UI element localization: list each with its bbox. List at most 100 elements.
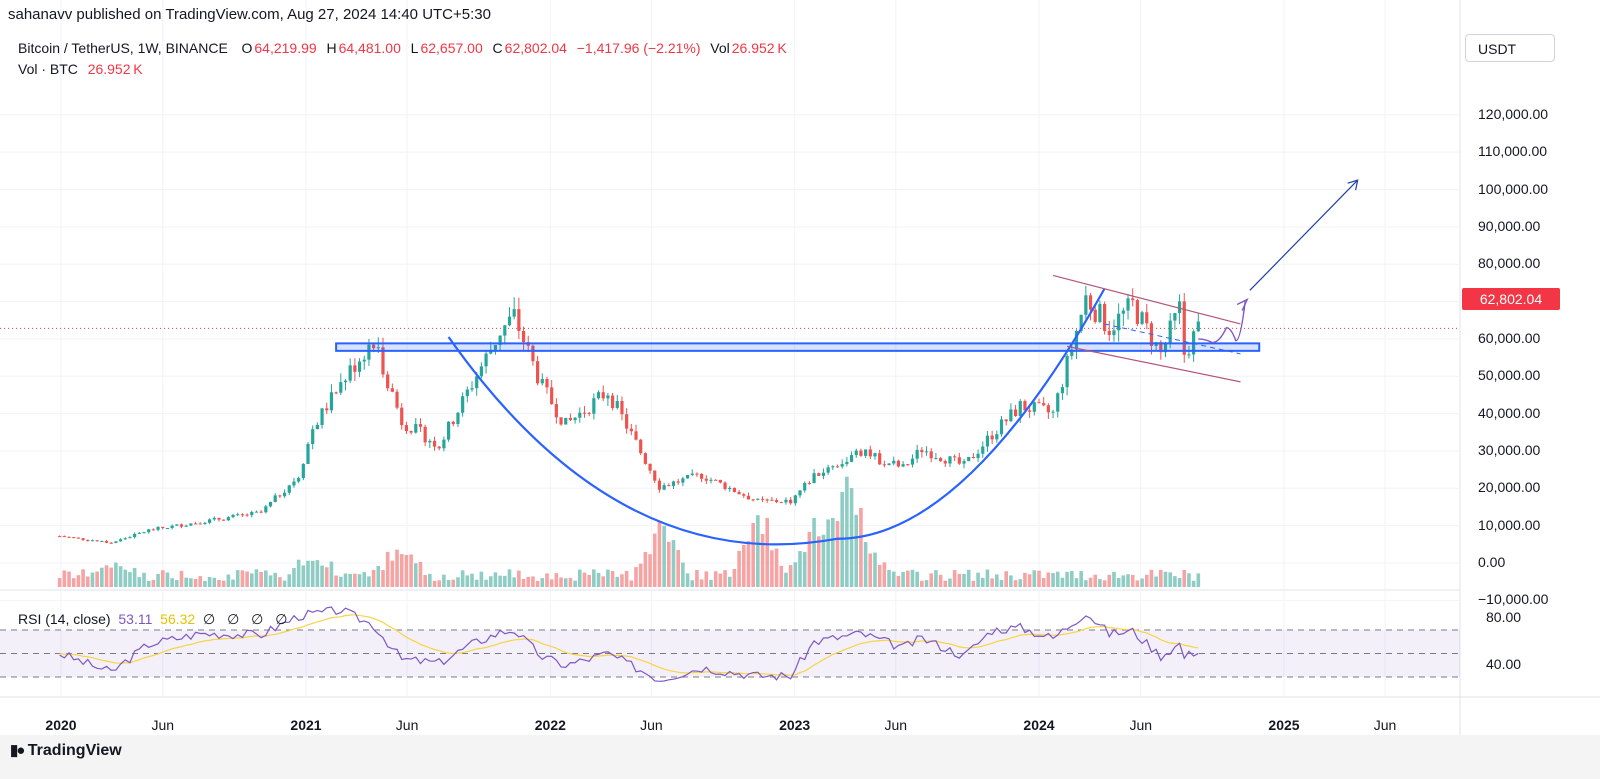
- candle-body: [765, 499, 769, 501]
- candle-body: [892, 460, 896, 464]
- volume-group: [57, 476, 1201, 587]
- symbol-name[interactable]: Bitcoin / TetherUS, 1W, BINANCE: [18, 40, 228, 56]
- candle-body: [86, 539, 90, 541]
- candle-body: [465, 389, 469, 397]
- volume-bar: [175, 580, 179, 587]
- candle-body: [451, 421, 455, 425]
- volume-bar: [292, 568, 296, 587]
- volume-bar: [460, 570, 465, 587]
- volume-bar: [1065, 571, 1069, 587]
- candle-body: [845, 461, 849, 465]
- candle-body: [756, 498, 760, 500]
- candle-body: [175, 524, 179, 526]
- candle-body: [1177, 301, 1182, 314]
- candle-body: [718, 479, 722, 483]
- volume-bar: [1041, 578, 1046, 587]
- candle-body: [582, 412, 587, 414]
- volume-bar: [488, 576, 493, 587]
- volume-bar: [718, 573, 723, 587]
- candle-body: [1032, 402, 1036, 412]
- volume-bar: [306, 560, 310, 587]
- candle-body: [784, 499, 788, 503]
- volume-bar: [376, 566, 381, 587]
- volume-bar: [868, 553, 873, 587]
- candle-body: [1182, 301, 1186, 355]
- candle-body: [779, 502, 783, 504]
- candle-body: [268, 501, 273, 507]
- candle-body: [657, 480, 662, 490]
- candle-body: [849, 455, 854, 462]
- volume-bar: [1027, 574, 1032, 587]
- candle-body: [1084, 295, 1088, 315]
- candle-body: [676, 481, 680, 483]
- candle-body: [475, 376, 479, 389]
- candle-body: [142, 532, 146, 534]
- time-axis-label: 2023: [779, 717, 811, 733]
- candle-body: [390, 388, 394, 392]
- volume-bar: [620, 574, 624, 587]
- volume-bar: [395, 549, 399, 587]
- candle-body: [189, 523, 193, 526]
- volume-bar: [1173, 576, 1177, 587]
- volume-bar: [1112, 571, 1116, 587]
- candle-body: [325, 408, 329, 411]
- volume-bar: [1154, 576, 1158, 587]
- candle-body: [493, 344, 498, 350]
- candle-body: [273, 495, 277, 502]
- candle-body: [934, 458, 938, 460]
- candle-body: [170, 525, 174, 528]
- volume-bar: [990, 578, 994, 587]
- candle-body: [531, 345, 535, 362]
- candle-body: [1135, 300, 1139, 324]
- volume-bar: [474, 579, 479, 587]
- candle-body: [203, 522, 207, 524]
- volume-bar: [634, 567, 638, 587]
- candle-body: [484, 353, 488, 367]
- volume-bar: [437, 580, 442, 587]
- candle-body: [746, 495, 751, 500]
- candle-body: [212, 517, 216, 520]
- volume-bar: [1102, 580, 1107, 587]
- low-value: 62,657.00: [420, 40, 483, 56]
- candle-body: [864, 449, 868, 456]
- volume-bar: [924, 580, 929, 587]
- volume-bar: [648, 554, 652, 587]
- candle-body: [751, 499, 755, 501]
- price-axis-label: 60,000.00: [1478, 329, 1541, 346]
- volume-bar: [667, 541, 671, 587]
- candle-body: [915, 449, 919, 459]
- volume-bar: [559, 577, 563, 587]
- volume-bar: [81, 569, 85, 587]
- volume-bar: [831, 517, 835, 587]
- time-axis-label: Jun: [1373, 717, 1397, 733]
- currency-button[interactable]: USDT: [1465, 34, 1555, 62]
- volume-bar: [128, 572, 132, 587]
- candle-body: [728, 487, 732, 490]
- volume-bar: [1126, 574, 1130, 587]
- candle-body: [854, 450, 858, 456]
- rsi-label[interactable]: RSI (14, close): [18, 611, 111, 627]
- candle-body: [133, 533, 137, 538]
- volume-bar: [1046, 572, 1051, 587]
- volume-bar: [189, 578, 193, 587]
- volume-legend: Vol · BTC 26.952 K: [18, 61, 145, 77]
- volume-bar: [109, 567, 114, 587]
- price-axis-label: 90,000.00: [1478, 217, 1541, 234]
- time-axis-label: 2024: [1023, 717, 1055, 733]
- volume-bar: [681, 562, 685, 587]
- candle-body: [995, 434, 999, 440]
- candle-body: [1140, 312, 1144, 324]
- volume-bar: [587, 574, 591, 587]
- candle-body: [498, 335, 502, 345]
- volume-bar: [301, 565, 306, 587]
- volume-bar: [470, 573, 474, 587]
- volume-bar: [249, 573, 254, 587]
- candle-body: [906, 464, 910, 466]
- volume-bar: [329, 561, 334, 587]
- candle-body: [938, 458, 943, 462]
- tradingview-logo[interactable]: ▮● TradingView: [10, 741, 122, 760]
- volume-bar: [1098, 579, 1102, 587]
- vol-row-label[interactable]: Vol · BTC: [18, 61, 78, 77]
- candle-body: [929, 451, 933, 459]
